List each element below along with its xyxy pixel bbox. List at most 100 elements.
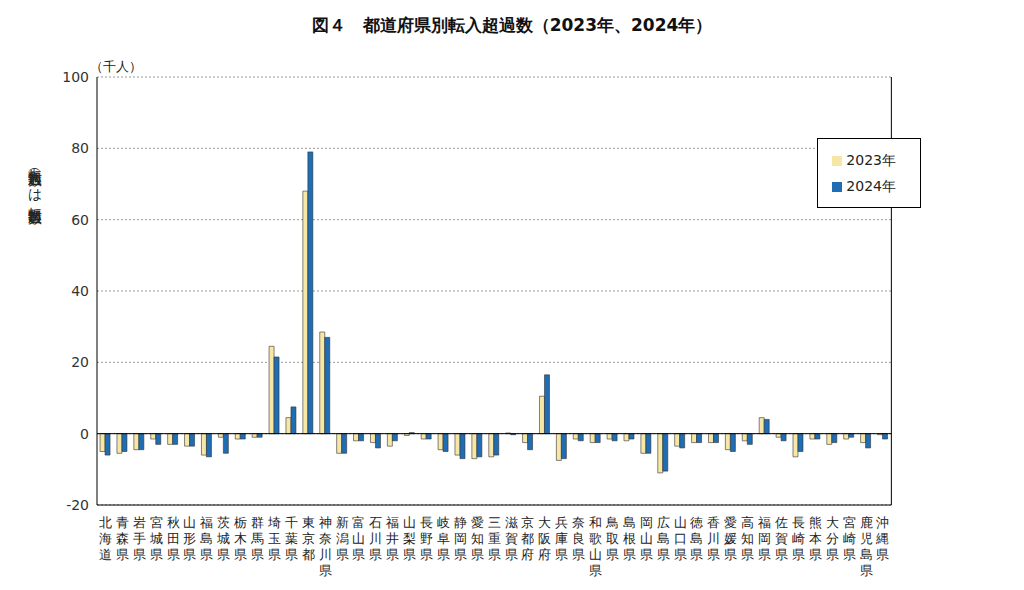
svg-text:県: 県 (775, 547, 788, 562)
svg-text:口: 口 (674, 531, 687, 546)
svg-text:千: 千 (285, 515, 298, 530)
svg-text:山: 山 (589, 547, 602, 562)
svg-text:岡: 岡 (640, 515, 653, 530)
svg-text:県: 県 (488, 547, 501, 562)
svg-text:県: 県 (420, 547, 433, 562)
svg-text:茨: 茨 (217, 515, 230, 530)
svg-text:石: 石 (369, 515, 382, 530)
svg-text:島: 島 (860, 547, 873, 562)
svg-text:20: 20 (71, 354, 89, 370)
svg-text:宮: 宮 (843, 515, 856, 530)
svg-text:梨: 梨 (403, 531, 416, 546)
svg-text:60: 60 (71, 212, 89, 228)
svg-text:奈: 奈 (319, 531, 332, 546)
svg-text:川: 川 (369, 531, 382, 546)
svg-text:島: 島 (200, 531, 213, 546)
svg-text:奈: 奈 (572, 515, 585, 530)
svg-text:県: 県 (217, 547, 230, 562)
svg-text:城: 城 (149, 531, 163, 546)
svg-text:埼: 埼 (267, 515, 281, 530)
svg-text:県: 県 (674, 547, 687, 562)
svg-text:取: 取 (606, 531, 619, 546)
svg-text:県: 県 (150, 547, 163, 562)
svg-text:青: 青 (116, 515, 129, 530)
svg-text:福: 福 (758, 515, 771, 530)
svg-text:県: 県 (860, 563, 873, 578)
svg-text:知: 知 (741, 531, 754, 546)
svg-text:県: 県 (471, 547, 484, 562)
svg-text:富: 富 (352, 515, 365, 530)
svg-text:山: 山 (640, 531, 653, 546)
svg-text:東: 東 (302, 515, 315, 530)
svg-text:崎: 崎 (792, 531, 805, 546)
svg-text:静: 静 (454, 515, 467, 530)
svg-text:野: 野 (420, 531, 433, 546)
svg-text:香: 香 (707, 515, 720, 530)
svg-text:葉: 葉 (285, 531, 298, 546)
svg-text:木: 木 (234, 531, 247, 546)
svg-text:愛: 愛 (724, 515, 737, 530)
svg-text:歌: 歌 (589, 531, 602, 546)
svg-text:県: 県 (183, 547, 196, 562)
svg-text:県: 県 (640, 547, 653, 562)
svg-text:知: 知 (471, 531, 484, 546)
svg-text:分: 分 (826, 531, 839, 546)
svg-text:京: 京 (302, 531, 315, 546)
svg-text:徳: 徳 (690, 515, 703, 530)
svg-text:県: 県 (352, 547, 365, 562)
svg-text:兵: 兵 (555, 515, 568, 530)
svg-text:県: 県 (454, 547, 467, 562)
svg-text:県: 県 (403, 547, 416, 562)
svg-text:児: 児 (860, 531, 873, 546)
svg-text:媛: 媛 (724, 531, 737, 546)
svg-text:城: 城 (216, 531, 230, 546)
svg-text:島: 島 (657, 531, 670, 546)
svg-text:海: 海 (99, 531, 112, 546)
svg-text:福: 福 (200, 515, 213, 530)
svg-text:三: 三 (488, 515, 501, 530)
svg-text:宮: 宮 (150, 515, 163, 530)
svg-text:-20: -20 (66, 497, 89, 513)
svg-text:県: 県 (623, 547, 636, 562)
svg-text:賀: 賀 (505, 531, 518, 546)
svg-text:県: 県 (589, 563, 602, 578)
svg-text:県: 県 (167, 547, 180, 562)
svg-text:滋: 滋 (505, 515, 518, 530)
svg-text:神: 神 (319, 515, 332, 530)
svg-text:県: 県 (809, 547, 822, 562)
svg-text:道: 道 (99, 547, 112, 562)
svg-text:県: 県 (876, 547, 889, 562)
svg-text:愛: 愛 (471, 515, 484, 530)
svg-text:高: 高 (741, 515, 754, 530)
svg-text:島: 島 (623, 515, 636, 530)
svg-text:秋: 秋 (167, 515, 180, 530)
svg-text:0: 0 (80, 426, 89, 442)
svg-text:県: 県 (707, 547, 720, 562)
svg-text:岡: 岡 (758, 531, 771, 546)
svg-text:山: 山 (183, 515, 196, 530)
svg-text:良: 良 (572, 531, 585, 546)
svg-text:県: 県 (251, 547, 264, 562)
svg-text:長: 長 (792, 515, 805, 530)
svg-text:北: 北 (99, 515, 112, 530)
svg-text:県: 県 (285, 547, 298, 562)
svg-text:賀: 賀 (775, 531, 788, 546)
svg-text:県: 県 (657, 547, 670, 562)
svg-text:川: 川 (707, 531, 720, 546)
svg-text:佐: 佐 (775, 515, 788, 530)
svg-text:井: 井 (386, 531, 399, 546)
svg-text:岐: 岐 (437, 515, 450, 530)
svg-text:栃: 栃 (234, 515, 247, 530)
svg-text:県: 県 (843, 547, 856, 562)
svg-text:府: 府 (538, 547, 551, 562)
svg-text:県: 県 (572, 547, 585, 562)
svg-text:島: 島 (690, 531, 703, 546)
svg-text:県: 県 (234, 547, 247, 562)
svg-text:県: 県 (386, 547, 399, 562)
svg-text:庫: 庫 (555, 531, 568, 546)
svg-text:県: 県 (741, 547, 754, 562)
svg-text:京: 京 (521, 515, 534, 530)
svg-text:県: 県 (319, 563, 332, 578)
svg-text:県: 県 (133, 547, 146, 562)
svg-text:県: 県 (200, 547, 213, 562)
